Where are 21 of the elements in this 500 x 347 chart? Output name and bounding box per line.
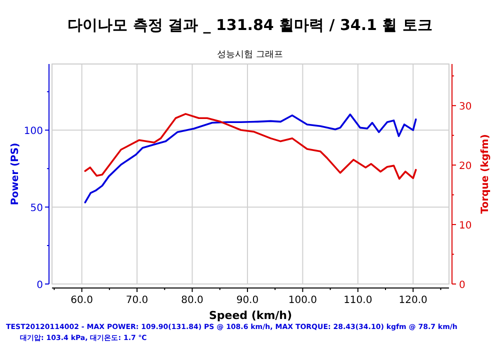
y-tick-label: 100 [24,126,43,138]
y-axis-title: Power (PS) [10,142,21,206]
x-tick-label: 80.0 [181,295,204,306]
y2-tick-label: 0 [459,280,466,291]
chart-subtitle: 성능시험 그래프 [217,50,283,60]
y2-tick-label: 10 [459,220,472,232]
x-tick-label: 90.0 [236,295,259,306]
x-tick-label: 70.0 [126,295,148,306]
line-series [84,114,417,204]
x-tick-label: 110.0 [344,295,372,306]
line-series [84,113,417,180]
y2-tick-label: 20 [459,161,472,172]
x-tick-label: 120.0 [398,295,428,306]
x-tick-label: 100.0 [288,295,317,306]
x-tick-label: 60.0 [70,295,93,306]
y2-axis-title: Torque (kgfm) [480,134,491,214]
y-tick-label: 50 [30,203,43,214]
chart-title: 다이나모 측정 결과 _ 131.84 휠마력 / 34.1 휠 토크 [68,16,432,34]
y-tick-label: 0 [36,280,43,291]
y2-tick-label: 30 [459,102,472,113]
x-axis-title: Speed (km/h) [208,309,292,322]
